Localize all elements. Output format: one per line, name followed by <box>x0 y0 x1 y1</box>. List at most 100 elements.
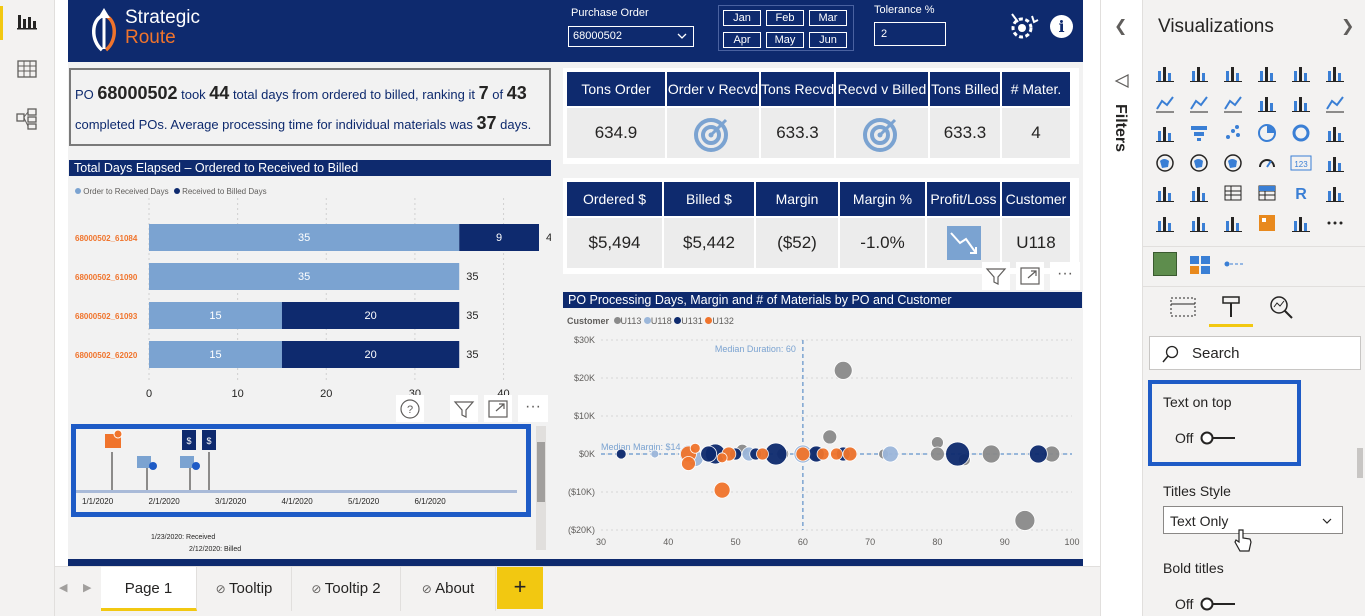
paginated-report-icon[interactable] <box>1221 212 1245 234</box>
kpi-header[interactable]: # Mater. <box>1002 72 1072 106</box>
pane-scrollbar-thumb[interactable] <box>1357 448 1363 478</box>
bar-chart-visual[interactable]: Total Days Elapsed – Ordered to Received… <box>69 158 551 408</box>
format-search-input[interactable]: Search <box>1149 336 1361 370</box>
funnel-icon[interactable] <box>1187 122 1211 144</box>
more-options-icon[interactable]: ··· <box>1050 262 1080 290</box>
kpi-header[interactable]: Ordered $ <box>567 182 664 216</box>
settings-gear-icon[interactable] <box>1006 10 1040 44</box>
stacked-bar-icon[interactable] <box>1153 62 1177 84</box>
kpi-header[interactable]: Order v Recvd <box>667 72 761 106</box>
stacked-column-icon[interactable] <box>1187 62 1211 84</box>
scatter-chart-plot: $30K $20K $10K $0K ($10K) ($20K)30 40 50 60 70 80 9… <box>568 335 1080 547</box>
scatter-chart-visual[interactable]: PO Processing Days, Margin and # of Mate… <box>563 288 1082 558</box>
pie-chart-icon[interactable] <box>1255 122 1279 144</box>
timeline-visual[interactable]: $ $ 1/23/2020: Received 2/12/2020: Billed <box>69 422 551 558</box>
kpi-header[interactable]: Tons Recvd <box>761 72 836 106</box>
filters-pane-collapsed[interactable]: ❮ Filters <box>1100 0 1142 616</box>
qna-icon[interactable] <box>1187 212 1211 234</box>
scrollbar-thumb[interactable] <box>537 442 545 502</box>
kpi-header[interactable]: Customer <box>1002 182 1072 216</box>
kpi-header[interactable]: Tons Billed <box>930 72 1002 106</box>
bold-titles-toggle[interactable] <box>1199 596 1237 612</box>
key-influencers-icon[interactable] <box>1255 212 1279 234</box>
month-may-button[interactable]: May <box>766 32 804 48</box>
stacked-area-icon[interactable] <box>1221 92 1245 114</box>
matrix-icon[interactable] <box>1255 182 1279 204</box>
multirow-card-icon[interactable] <box>1323 152 1347 174</box>
bar-chart-legend: Order to Received Days Received to Bille… <box>75 187 267 196</box>
table-icon[interactable] <box>1221 182 1245 204</box>
custom-flow-visual-icon[interactable] <box>1223 256 1245 272</box>
tab-about[interactable]: ⊘ About <box>401 567 496 611</box>
python-visual-icon[interactable] <box>1323 182 1347 204</box>
filter-icon[interactable] <box>982 262 1010 290</box>
shape-map-icon[interactable] <box>1221 152 1245 174</box>
month-mar-button[interactable]: Mar <box>809 10 847 26</box>
tab-scroll-right-icon[interactable]: ▶ <box>83 582 92 594</box>
area-chart-icon[interactable] <box>1187 92 1211 114</box>
kpi-header[interactable]: Margin % <box>840 182 927 216</box>
100-bar-icon[interactable] <box>1289 62 1313 84</box>
custom-card-visual-icon[interactable] <box>1189 254 1211 276</box>
more-options-icon[interactable]: ··· <box>518 395 548 423</box>
timeline-scrollbar[interactable] <box>536 426 546 550</box>
month-jan-button[interactable]: Jan <box>723 10 761 26</box>
report-view-icon[interactable] <box>14 8 40 34</box>
100-column-icon[interactable] <box>1323 62 1347 84</box>
month-feb-button[interactable]: Feb <box>766 10 804 26</box>
filter-icon[interactable] <box>450 395 478 423</box>
month-apr-button[interactable]: Apr <box>723 32 761 48</box>
titles-style-dropdown[interactable]: Text Only <box>1163 506 1343 534</box>
tab-page-1[interactable]: Page 1 <box>101 567 197 611</box>
custom-map-visual-icon[interactable] <box>1153 252 1177 276</box>
analytics-magnifier-icon[interactable] <box>1267 294 1295 320</box>
kpi-header[interactable]: Billed $ <box>664 182 756 216</box>
decomposition-tree-icon[interactable] <box>1153 212 1177 234</box>
map-icon[interactable] <box>1153 152 1177 174</box>
kpi-header[interactable]: Profit/Loss <box>927 182 1002 216</box>
line-chart-icon[interactable] <box>1153 92 1177 114</box>
tab-scroll-left-icon[interactable]: ◀ <box>59 582 68 594</box>
help-icon[interactable]: ? <box>396 395 424 423</box>
line-column-icon[interactable] <box>1255 92 1279 114</box>
x-tick-label: 50 <box>731 537 741 547</box>
card-icon[interactable]: 123 <box>1289 152 1313 174</box>
median-margin-label: Median Margin: $14 <box>601 442 681 452</box>
scatter-point <box>716 452 728 464</box>
text-on-top-toggle[interactable] <box>1199 430 1237 446</box>
data-view-icon[interactable] <box>14 56 40 82</box>
format-paint-roller-icon[interactable] <box>1217 294 1245 320</box>
model-view-icon[interactable] <box>14 106 40 132</box>
fields-tab-icon[interactable] <box>1169 294 1197 320</box>
line-clustered-icon[interactable] <box>1289 92 1313 114</box>
focus-mode-icon[interactable] <box>484 395 512 423</box>
gauge-icon[interactable] <box>1255 152 1279 174</box>
purchase-order-label: Purchase Order <box>571 7 649 19</box>
ribbon-chart-icon[interactable] <box>1323 92 1347 114</box>
collapse-chevron-icon[interactable]: ❮ <box>1114 18 1128 35</box>
tab-tooltip-2[interactable]: ⊘ Tooltip 2 <box>292 567 401 611</box>
add-page-button[interactable]: + <box>497 567 543 609</box>
scatter-icon[interactable] <box>1221 122 1245 144</box>
info-icon[interactable]: i <box>1050 15 1073 38</box>
filled-map-icon[interactable] <box>1187 152 1211 174</box>
purchase-order-dropdown[interactable]: 68000502 <box>568 26 694 47</box>
kpi-header[interactable]: Tons Order <box>567 72 667 106</box>
kpi-header[interactable]: Recvd v Billed <box>836 72 930 106</box>
kpi-header[interactable]: Margin <box>756 182 840 216</box>
treemap-icon[interactable] <box>1323 122 1347 144</box>
clustered-bar-icon[interactable] <box>1221 62 1245 84</box>
waterfall-icon[interactable] <box>1153 122 1177 144</box>
expand-chevron-icon[interactable]: ❯ <box>1341 18 1355 35</box>
donut-chart-icon[interactable] <box>1289 122 1313 144</box>
tab-tooltip[interactable]: ⊘ Tooltip <box>197 567 292 611</box>
tolerance-input[interactable]: 2 <box>874 22 946 46</box>
month-jun-button[interactable]: Jun <box>809 32 847 48</box>
kpi-icon[interactable] <box>1153 182 1177 204</box>
slicer-icon[interactable] <box>1187 182 1211 204</box>
r-visual-icon[interactable]: R <box>1289 182 1313 204</box>
more-visuals-icon[interactable] <box>1323 212 1347 234</box>
clustered-column-icon[interactable] <box>1255 62 1279 84</box>
focus-mode-icon[interactable] <box>1016 262 1044 290</box>
smart-narrative-icon[interactable] <box>1289 212 1313 234</box>
